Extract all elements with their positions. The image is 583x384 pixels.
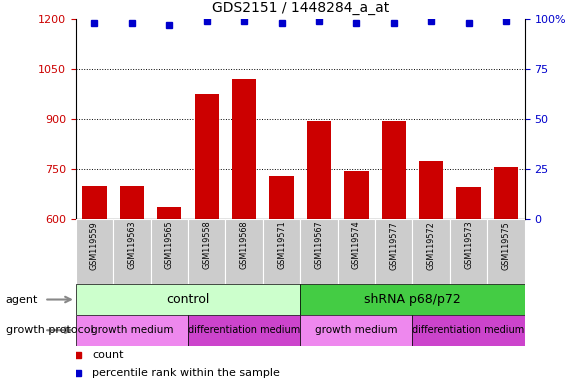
Text: growth medium: growth medium (315, 325, 398, 335)
Bar (344, 170, 368, 219)
Bar (150, 219, 188, 284)
Text: GSM119558: GSM119558 (202, 221, 211, 270)
Text: differentiation medium: differentiation medium (188, 325, 300, 335)
Bar (307, 121, 331, 219)
Bar (450, 219, 487, 284)
Text: count: count (92, 350, 124, 360)
Bar (382, 121, 406, 219)
Bar (76, 219, 113, 284)
Bar (300, 315, 412, 346)
Text: GSM119568: GSM119568 (240, 221, 248, 269)
Text: GSM119575: GSM119575 (501, 221, 511, 270)
Bar (413, 315, 525, 346)
Title: GDS2151 / 1448284_a_at: GDS2151 / 1448284_a_at (212, 2, 389, 15)
Bar (157, 207, 181, 219)
Bar (232, 79, 257, 219)
Bar (120, 185, 144, 219)
Bar (487, 219, 525, 284)
Text: GSM119573: GSM119573 (464, 221, 473, 270)
Text: GSM119572: GSM119572 (427, 221, 436, 270)
Bar (113, 219, 150, 284)
Bar (76, 284, 300, 315)
Bar (300, 219, 338, 284)
Text: GSM119574: GSM119574 (352, 221, 361, 270)
Text: GSM119571: GSM119571 (277, 221, 286, 270)
Text: shRNA p68/p72: shRNA p68/p72 (364, 293, 461, 306)
Bar (300, 284, 525, 315)
Bar (494, 167, 518, 219)
Bar (338, 219, 375, 284)
Bar (263, 219, 300, 284)
Bar (188, 219, 226, 284)
Text: growth medium: growth medium (90, 325, 173, 335)
Bar (419, 161, 443, 219)
Text: GSM119567: GSM119567 (314, 221, 324, 270)
Text: GSM119559: GSM119559 (90, 221, 99, 270)
Text: agent: agent (6, 295, 38, 305)
Bar (195, 94, 219, 219)
Bar (82, 185, 107, 219)
Bar (456, 187, 481, 219)
Bar (269, 175, 294, 219)
Bar (375, 219, 412, 284)
Text: GSM119577: GSM119577 (389, 221, 398, 270)
Text: GSM119565: GSM119565 (165, 221, 174, 270)
Bar (412, 219, 450, 284)
Text: percentile rank within the sample: percentile rank within the sample (92, 367, 280, 377)
Bar (76, 315, 188, 346)
Text: control: control (166, 293, 210, 306)
Text: differentiation medium: differentiation medium (412, 325, 525, 335)
Bar (226, 219, 263, 284)
Text: growth protocol: growth protocol (6, 325, 93, 335)
Bar (188, 315, 300, 346)
Text: GSM119563: GSM119563 (128, 221, 136, 269)
